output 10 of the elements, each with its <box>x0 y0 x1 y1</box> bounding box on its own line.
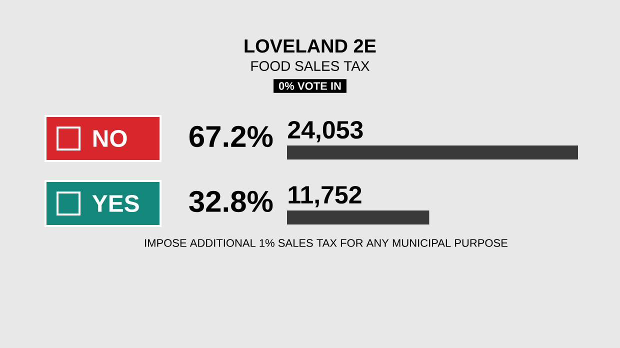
chart-subtitle: FOOD SALES TAX <box>251 61 370 71</box>
text: 0% VOTE IN <box>278 82 341 90</box>
data-label: 24,053 <box>288 120 363 142</box>
chart-title: LOVELAND 2E <box>244 39 376 53</box>
text: 67.2% <box>190 126 273 148</box>
y-tick-label: YES <box>92 195 139 212</box>
data-label: 11,752 <box>288 186 362 208</box>
text: IMPOSE ADDITIONAL 1% SALES TAX FOR ANY MUNICIPAL PURPOSE <box>145 239 508 247</box>
y-tick-label: NO <box>93 130 127 147</box>
text: 32.8% <box>189 190 273 212</box>
